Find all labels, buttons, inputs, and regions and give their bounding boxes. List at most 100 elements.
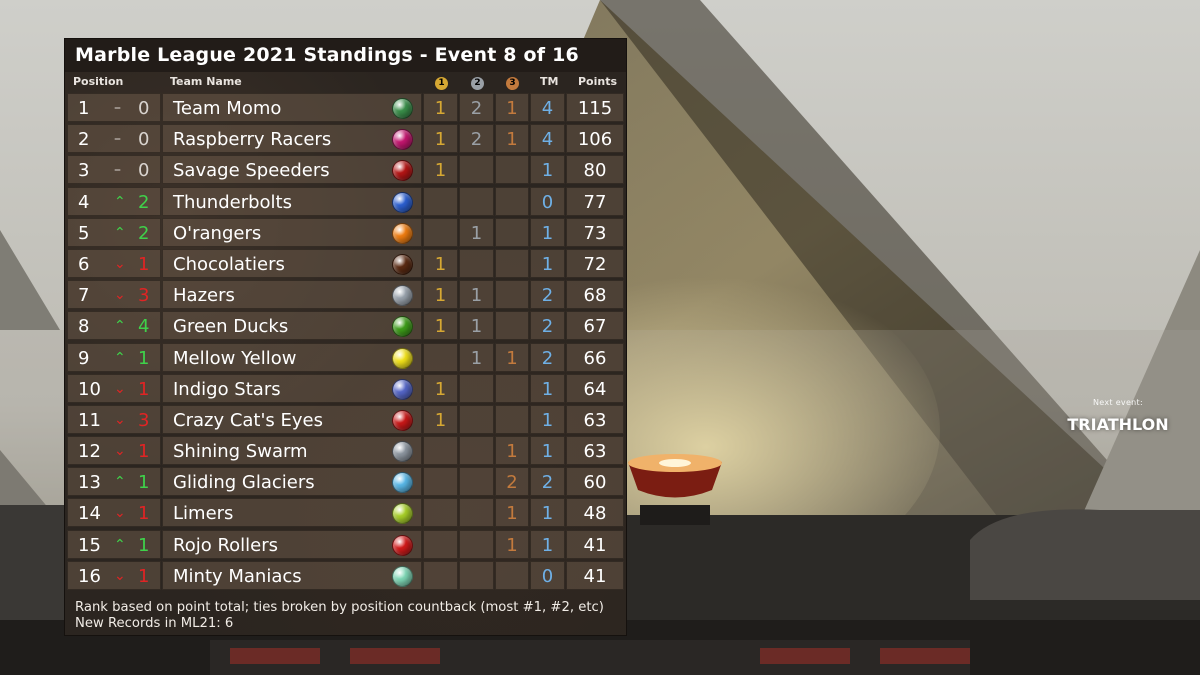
tm-count-cell: 1 bbox=[530, 436, 565, 466]
standings-panel: Marble League 2021 Standings - Event 8 o… bbox=[64, 38, 627, 636]
tm-count-cell: 1 bbox=[530, 529, 565, 559]
silver-count: 1 bbox=[470, 316, 483, 338]
rank-change-value: 0 bbox=[138, 160, 150, 182]
indigo-star-marble-icon bbox=[392, 378, 413, 400]
tm-count-cell: 0 bbox=[530, 186, 565, 216]
bronze-count-cell bbox=[495, 280, 529, 310]
team-name: Green Ducks bbox=[173, 316, 289, 338]
gold-count: 1 bbox=[434, 378, 447, 400]
team-cell: Team Momo bbox=[162, 93, 422, 122]
footer-records: New Records in ML21: 6 bbox=[75, 616, 234, 631]
gold-count-cell: 1 bbox=[423, 155, 458, 185]
standings-row: 1 – 0 Team Momo 1 2 1 4 115 bbox=[65, 92, 626, 123]
team-cell: Green Ducks bbox=[162, 311, 422, 341]
red-yellow-marble-icon bbox=[392, 160, 413, 182]
position-cell: 15 ⌃ 1 bbox=[67, 529, 161, 559]
trend-up-icon: ⌃ bbox=[114, 536, 126, 553]
points-value: 80 bbox=[583, 160, 607, 182]
tm-count-cell: 2 bbox=[530, 280, 565, 310]
gold-medal-icon: 1 bbox=[435, 77, 448, 90]
silver-count: 2 bbox=[470, 129, 483, 151]
gold-count: 1 bbox=[434, 285, 447, 307]
silver-count-cell bbox=[459, 436, 494, 466]
gold-count-cell bbox=[423, 436, 458, 466]
tm-count-cell: 1 bbox=[530, 248, 565, 278]
standings-row: 4 ⌃ 2 Thunderbolts 0 77 bbox=[65, 186, 626, 217]
silver-count-cell: 2 bbox=[459, 124, 494, 154]
tm-count: 4 bbox=[541, 129, 554, 151]
position-cell: 13 ⌃ 1 bbox=[67, 467, 161, 497]
bronze-count: 1 bbox=[506, 503, 518, 525]
points-value: 63 bbox=[583, 409, 607, 431]
trend-down-icon: ⌄ bbox=[114, 287, 126, 304]
silver-count-cell: 1 bbox=[459, 217, 494, 247]
bronze-count-cell: 2 bbox=[495, 467, 529, 497]
rank-value: 8 bbox=[78, 316, 90, 338]
standings-row: 9 ⌃ 1 Mellow Yellow 1 1 2 66 bbox=[65, 342, 626, 373]
team-cell: Limers bbox=[162, 498, 422, 528]
bronze-count-cell: 1 bbox=[495, 342, 529, 372]
bronze-count: 1 bbox=[506, 129, 518, 151]
bronze-count-cell bbox=[495, 311, 529, 341]
rank-change-value: 1 bbox=[138, 378, 150, 400]
header-points: Points bbox=[578, 75, 618, 88]
rank-value: 10 bbox=[78, 378, 101, 400]
rank-change-value: 2 bbox=[138, 191, 150, 213]
silver-count-cell bbox=[459, 373, 494, 403]
trend-down-icon: ⌄ bbox=[114, 567, 126, 584]
points-cell: 63 bbox=[566, 436, 624, 466]
bronze-count-cell bbox=[495, 404, 529, 434]
standings-row: 7 ⌄ 3 Hazers 1 1 2 68 bbox=[65, 279, 626, 310]
green-blue-swirl-marble-icon bbox=[392, 98, 413, 119]
standings-row: 6 ⌄ 1 Chocolatiers 1 1 72 bbox=[65, 248, 626, 279]
bronze-medal-icon: 3 bbox=[506, 77, 519, 90]
standings-row: 10 ⌄ 1 Indigo Stars 1 1 64 bbox=[65, 373, 626, 404]
points-value: 60 bbox=[583, 472, 607, 494]
silver-count-cell: 1 bbox=[459, 311, 494, 341]
points-cell: 72 bbox=[566, 248, 624, 278]
team-name: Shining Swarm bbox=[173, 441, 308, 463]
standings-row: 16 ⌄ 1 Minty Maniacs 0 41 bbox=[65, 560, 626, 591]
team-cell: Crazy Cat's Eyes bbox=[162, 404, 422, 434]
rank-change-value: 1 bbox=[138, 565, 150, 587]
gold-count-cell: 1 bbox=[423, 248, 458, 278]
red-black-cats-eye-marble-icon bbox=[392, 409, 413, 431]
next-event-label: Next event: bbox=[1093, 398, 1143, 407]
brown-marble-icon bbox=[392, 253, 413, 275]
trend-down-icon: ⌄ bbox=[114, 505, 126, 522]
points-value: 115 bbox=[577, 98, 613, 119]
tm-count-cell: 1 bbox=[530, 373, 565, 403]
rank-change-value: 3 bbox=[138, 409, 150, 431]
team-cell: Indigo Stars bbox=[162, 373, 422, 403]
bronze-count: 1 bbox=[506, 347, 518, 369]
position-cell: 9 ⌃ 1 bbox=[67, 342, 161, 372]
points-cell: 106 bbox=[566, 124, 624, 154]
position-cell: 2 – 0 bbox=[67, 124, 161, 154]
points-value: 77 bbox=[583, 191, 607, 213]
rank-change-value: 1 bbox=[138, 503, 150, 525]
tm-count-cell: 1 bbox=[530, 217, 565, 247]
silver-swirl-marble-icon bbox=[392, 441, 413, 463]
standings-row: 13 ⌃ 1 Gliding Glaciers 2 2 60 bbox=[65, 466, 626, 497]
points-cell: 48 bbox=[566, 498, 624, 528]
green-duck-marble-icon bbox=[392, 316, 413, 338]
silver-count-cell bbox=[459, 155, 494, 185]
gold-count-cell: 1 bbox=[423, 373, 458, 403]
gold-count-cell bbox=[423, 342, 458, 372]
rank-change-value: 1 bbox=[138, 347, 150, 369]
rank-value: 9 bbox=[78, 347, 90, 369]
points-cell: 63 bbox=[566, 404, 624, 434]
bronze-count-cell bbox=[495, 248, 529, 278]
team-name: Rojo Rollers bbox=[173, 534, 279, 556]
rank-value: 14 bbox=[78, 503, 101, 525]
team-name: Savage Speeders bbox=[173, 160, 330, 182]
points-cell: 66 bbox=[566, 342, 624, 372]
gold-count: 1 bbox=[434, 160, 447, 182]
rank-value: 2 bbox=[78, 129, 90, 151]
gold-count: 1 bbox=[434, 316, 447, 338]
gold-count: 1 bbox=[434, 253, 447, 275]
team-name: Gliding Glaciers bbox=[173, 472, 315, 494]
gold-count-cell bbox=[423, 498, 458, 528]
trend-up-icon: ⌃ bbox=[114, 318, 126, 335]
gold-count-cell: 1 bbox=[423, 311, 458, 341]
